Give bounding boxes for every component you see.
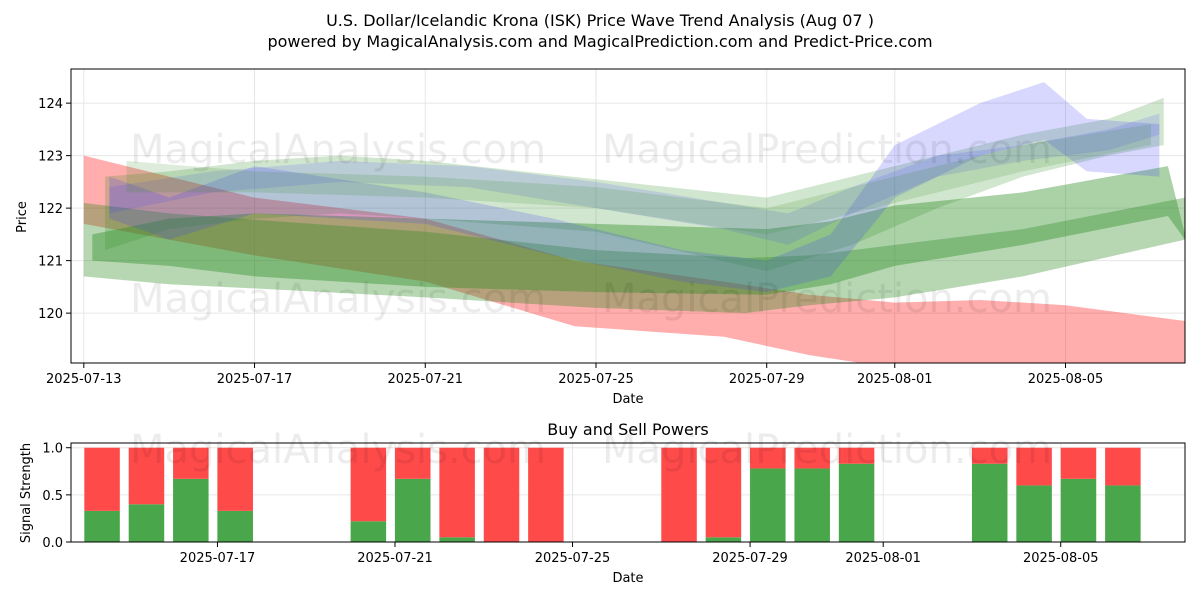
buy-bar-0: [84, 510, 120, 542]
price-plot-frame: [70, 68, 1186, 364]
signal-xtick-label-3: 2025-07-29: [712, 551, 788, 566]
price-band-red-band: [83, 155, 1185, 363]
chart-title-line1: U.S. Dollar/Icelandic Krona (ISK) Price …: [326, 11, 874, 30]
price-panel: MagicalAnalysis.com MagicalPrediction.co…: [15, 68, 1186, 407]
buy-bar-10: [705, 537, 742, 542]
price-ytick-label-1: 121: [38, 255, 63, 270]
price-xtick-label-5: 2025-08-01: [857, 372, 933, 387]
buy-bar-12: [794, 468, 830, 542]
signal-ytick-label-0: 0.0: [42, 536, 63, 551]
price-ytick-label-2: 122: [38, 202, 63, 217]
sell-bar-8: [528, 447, 564, 542]
signal-x-ticks: 2025-07-17 2025-07-21 2025-07-25 2025-07-29…: [180, 542, 1099, 566]
price-xtick-label-4: 2025-07-29: [729, 372, 805, 387]
signal-xtick-label-1: 2025-07-21: [357, 551, 433, 566]
signal-plot-frame: [70, 442, 1186, 543]
price-xtick-label-6: 2025-08-05: [1028, 372, 1104, 387]
sell-bar-3: [217, 447, 253, 511]
sell-bar-7: [483, 447, 520, 542]
signal-xtick-label-2: 2025-07-25: [535, 551, 611, 566]
price-bands: [83, 82, 1185, 363]
watermark-left-lower: MagicalAnalysis.com: [130, 276, 546, 322]
buy-bar-6: [439, 537, 475, 542]
price-ytick-label-0: 120: [38, 307, 63, 322]
price-band-grey-green-band: [126, 124, 1151, 235]
buy-bar-3: [217, 510, 253, 542]
sell-bar-14: [971, 447, 1008, 464]
price-band-green-band-mid: [92, 166, 1185, 295]
signal-bars: [84, 447, 1141, 542]
watermark-right-lower: MagicalPrediction.com: [602, 276, 1052, 322]
price-y-axis-label: Price: [15, 201, 30, 233]
sell-bar-6: [439, 447, 475, 538]
sell-bar-4: [350, 447, 387, 522]
price-band-green-band-lower: [83, 197, 1185, 314]
watermark-left: MagicalAnalysis.com: [130, 127, 546, 173]
watermark-signal-left: MagicalAnalysis.com: [130, 427, 546, 473]
sell-bar-5: [394, 447, 431, 479]
buy-bar-4: [350, 521, 387, 542]
signal-xtick-label-5: 2025-08-05: [1023, 551, 1099, 566]
sell-bar-1: [128, 447, 165, 505]
watermark-right: MagicalPrediction.com: [602, 127, 1052, 173]
signal-y-axis-label: Signal Strength: [19, 443, 34, 543]
signal-panel: Buy and Sell Powers MagicalAnalysis.com …: [19, 420, 1186, 586]
price-xtick-label-1: 2025-07-17: [217, 372, 293, 387]
price-band-blue-band: [109, 82, 1160, 293]
sell-bar-15: [1016, 447, 1052, 486]
sell-bar-2: [173, 447, 209, 479]
price-xtick-label-3: 2025-07-25: [558, 372, 634, 387]
buy-bar-15: [1016, 485, 1052, 542]
signal-xtick-label-4: 2025-08-01: [845, 551, 921, 566]
buy-bar-16: [1060, 478, 1097, 542]
signal-y-ticks: 0.0 0.5 1.0: [42, 442, 71, 551]
sell-bar-16: [1060, 447, 1097, 479]
price-gridlines: [71, 69, 1185, 363]
chart-title-line2: powered by MagicalAnalysis.com and Magic…: [267, 32, 932, 51]
price-ytick-label-3: 123: [38, 150, 63, 165]
sell-bar-17: [1105, 447, 1141, 486]
signal-ytick-label-2: 1.0: [42, 442, 63, 457]
buy-bar-5: [394, 478, 431, 542]
price-x-ticks: 2025-07-13 2025-07-17 2025-07-21 2025-07-25…: [46, 363, 1103, 387]
buy-bar-17: [1105, 485, 1141, 542]
price-x-axis-label: Date: [612, 392, 643, 407]
buy-bar-2: [173, 478, 209, 542]
price-xtick-label-0: 2025-07-13: [46, 372, 122, 387]
price-y-ticks: 120 121 122 123 124: [38, 97, 71, 322]
price-band-blue-band-2: [109, 113, 1160, 245]
watermark-signal-right: MagicalPrediction.com: [602, 427, 1052, 473]
signal-x-axis-label: Date: [612, 571, 643, 586]
signal-xtick-label-0: 2025-07-17: [180, 551, 256, 566]
signal-ytick-label-1: 0.5: [42, 489, 63, 504]
price-xtick-label-2: 2025-07-21: [387, 372, 463, 387]
sell-bar-12: [794, 447, 830, 469]
price-band-green-band-upper: [105, 97, 1164, 272]
sell-bar-11: [750, 447, 786, 469]
buy-bar-13: [838, 463, 875, 542]
buy-bar-11: [750, 468, 786, 542]
buy-bar-14: [971, 463, 1008, 542]
sell-bar-10: [705, 447, 742, 538]
sell-bar-9: [661, 447, 697, 542]
signal-chart-title: Buy and Sell Powers: [547, 420, 709, 439]
buy-bar-1: [128, 504, 165, 542]
sell-bar-0: [84, 447, 120, 511]
price-ytick-label-4: 124: [38, 97, 63, 112]
sell-bar-13: [838, 447, 875, 464]
